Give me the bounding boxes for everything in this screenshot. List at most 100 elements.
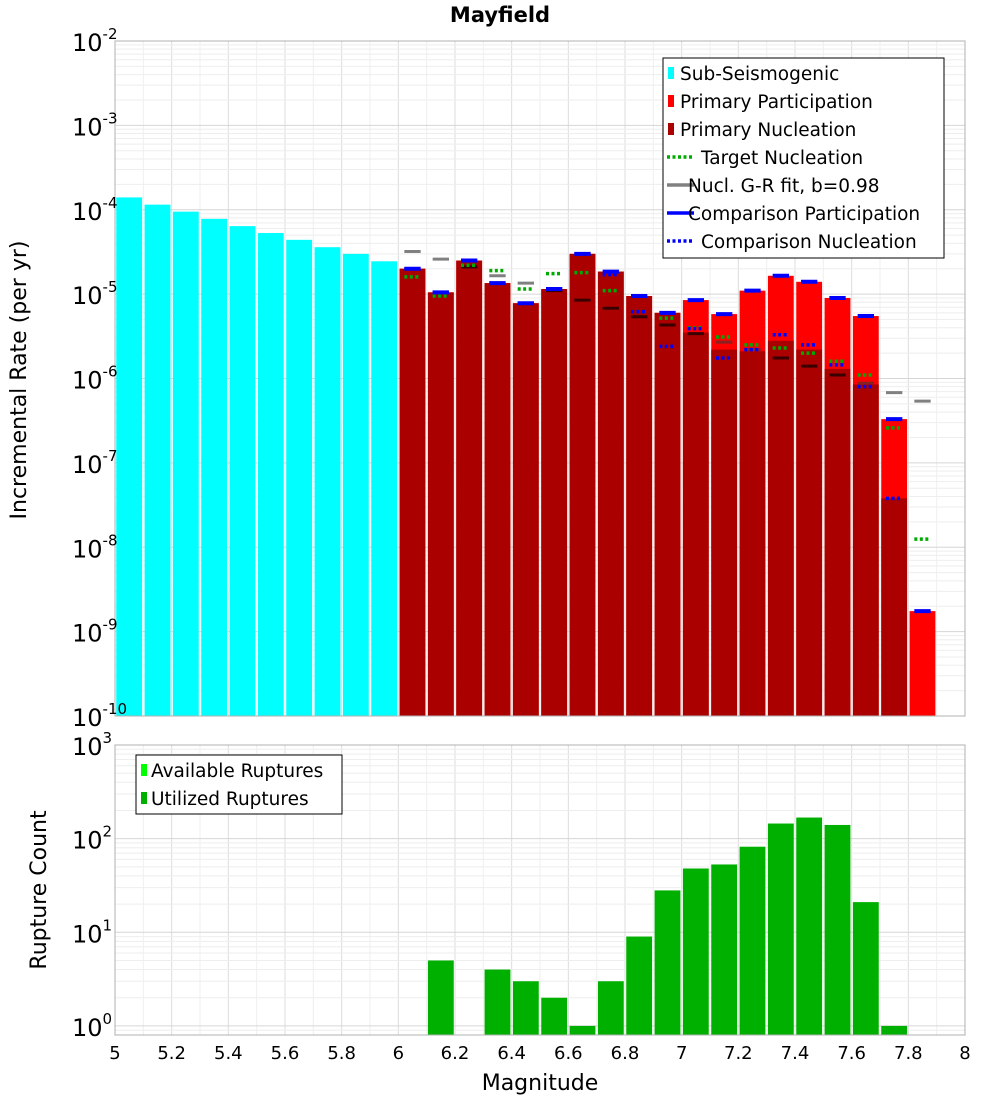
top-plot-grid	[114, 40, 966, 717]
top-plot-legend: Sub-Seismogenic Primary Participation Prim…	[662, 57, 945, 259]
top-plot-line-markers	[404, 250, 931, 614]
primary-nucleation-bar	[484, 283, 511, 716]
top-plot-frame	[114, 40, 966, 717]
primary-nucleation-bar	[739, 351, 766, 716]
bottom-plot-grid	[114, 744, 966, 1036]
legend-swatch	[141, 792, 147, 804]
bottom-plot-bars	[427, 817, 908, 1035]
incremental-rate-plot: 10-10 10-9 10-8 10-7 10-6 10-5 10-4 10-3 10-2 Ma…	[7, 3, 966, 732]
bottom-plot-frame	[114, 744, 966, 1036]
legend-label: Primary Participation	[680, 92, 873, 113]
sub-seismogenic-bar	[116, 197, 143, 717]
legend-label: Primary Nucleation	[680, 120, 856, 141]
utilized-ruptures-bar	[541, 997, 568, 1035]
legend-label: Target Nucleation	[700, 148, 863, 169]
legend-label: Comparison Nucleation	[701, 232, 917, 253]
primary-nucleation-bar	[852, 384, 879, 716]
legend-swatch	[668, 67, 674, 79]
top-y-tick-label: 10-4	[72, 194, 118, 226]
bottom-plot-y-axis-label: Rupture Count	[27, 810, 52, 970]
primary-nucleation-bar	[569, 253, 596, 716]
primary-nucleation-bar	[796, 349, 823, 716]
top-legend-box	[662, 57, 945, 259]
utilized-ruptures-bar	[597, 981, 624, 1035]
primary-nucleation-bar	[456, 260, 483, 716]
sub-seismogenic-bar	[229, 226, 256, 716]
sub-seismogenic-bar	[342, 253, 369, 716]
primary-nucleation-bar	[512, 303, 539, 716]
legend-swatch	[668, 123, 674, 135]
primary-nucleation-bar	[654, 312, 681, 716]
utilized-ruptures-bar	[512, 981, 539, 1035]
primary-nucleation-bar	[682, 332, 709, 716]
primary-nucleation-bar	[767, 340, 794, 716]
utilized-ruptures-bar	[767, 823, 794, 1035]
primary-nucleation-bar	[597, 271, 624, 716]
top-plot-bars	[116, 197, 936, 717]
top-plot-y-tick-labels: 10-10 10-9 10-8 10-7 10-6 10-5 10-4 10-3 10-2	[72, 25, 127, 732]
utilized-ruptures-bar	[484, 969, 511, 1035]
utilized-ruptures-bar	[881, 1025, 908, 1035]
x-tick-label: 5	[109, 1043, 120, 1064]
bottom-plot-x-tick-labels: 5 5.2 5.4 5.6 5.8 6 6.2 6.4 6.6 6.8 7 7.2 7.4 7.6 7.8 8	[109, 1043, 970, 1064]
legend-swatch	[668, 95, 674, 107]
x-tick-label: 5.4	[214, 1043, 243, 1064]
top-y-tick-label: 10-10	[72, 700, 127, 732]
x-tick-label: 6.8	[611, 1043, 640, 1064]
bottom-y-tick-label: 100	[72, 1010, 112, 1042]
utilized-ruptures-bar	[796, 817, 823, 1035]
primary-nucleation-bar	[427, 292, 454, 716]
sub-seismogenic-bar	[257, 233, 284, 716]
legend-swatch	[141, 764, 147, 776]
utilized-ruptures-bar	[739, 846, 766, 1035]
utilized-ruptures-bar	[852, 902, 879, 1035]
top-y-tick-label: 10-8	[72, 531, 118, 563]
legend-label: Comparison Participation	[688, 204, 920, 225]
bottom-y-tick-label: 101	[72, 916, 112, 948]
top-y-tick-label: 10-3	[72, 109, 118, 141]
sub-seismogenic-bar	[314, 247, 341, 716]
x-tick-label: 6.6	[554, 1043, 583, 1064]
x-tick-label: 6.2	[441, 1043, 470, 1064]
bottom-y-tick-label: 102	[72, 823, 112, 855]
x-tick-label: 7.6	[837, 1043, 866, 1064]
utilized-ruptures-bar	[711, 864, 738, 1035]
x-tick-label: 7.8	[894, 1043, 923, 1064]
utilized-ruptures-bar	[569, 1025, 596, 1035]
bottom-y-tick-label: 103	[72, 729, 112, 761]
primary-nucleation-bar	[824, 368, 851, 716]
x-tick-label: 8	[959, 1043, 970, 1064]
top-y-tick-label: 10-9	[72, 616, 118, 648]
x-tick-label: 7.2	[724, 1043, 753, 1064]
utilized-ruptures-bar	[427, 960, 454, 1035]
legend-label: Nucl. G-R fit, b=0.98	[688, 176, 880, 197]
utilized-ruptures-bar	[682, 868, 709, 1035]
sub-seismogenic-bar	[144, 204, 171, 717]
utilized-ruptures-bar	[654, 890, 681, 1035]
x-axis-label: Magnitude	[482, 1071, 599, 1096]
primary-nucleation-bar	[881, 498, 908, 716]
primary-nucleation-bar	[399, 268, 426, 716]
x-tick-label: 6	[393, 1043, 404, 1064]
x-tick-label: 5.2	[157, 1043, 186, 1064]
top-y-tick-label: 10-6	[72, 363, 118, 395]
x-tick-label: 5.8	[327, 1043, 356, 1064]
bottom-legend-box	[135, 754, 343, 815]
legend-label: Sub-Seismogenic	[680, 64, 839, 85]
x-tick-label: 6.4	[497, 1043, 526, 1064]
utilized-ruptures-bar	[626, 936, 653, 1035]
bottom-plot-legend: Available Ruptures Utilized Ruptures	[135, 754, 343, 815]
x-tick-label: 5.6	[271, 1043, 300, 1064]
sub-seismogenic-bar	[286, 239, 313, 716]
bottom-plot-y-tick-labels: 100 101 102 103	[72, 729, 112, 1042]
top-plot-title: Mayfield	[450, 3, 550, 27]
x-tick-label: 7.4	[781, 1043, 810, 1064]
top-y-tick-label: 10-2	[72, 25, 118, 57]
primary-nucleation-bar	[541, 289, 568, 716]
primary-nucleation-bar	[711, 349, 738, 716]
top-y-tick-label: 10-7	[72, 447, 118, 479]
sub-seismogenic-bar	[371, 261, 398, 716]
x-tick-label: 7	[676, 1043, 687, 1064]
primary-nucleation-bar	[626, 296, 653, 716]
